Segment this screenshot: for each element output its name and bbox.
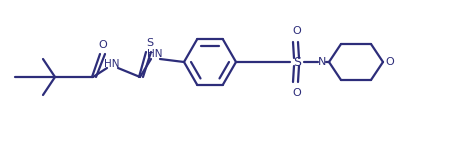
Text: HN: HN bbox=[104, 59, 120, 69]
Text: O: O bbox=[293, 88, 301, 98]
Text: O: O bbox=[386, 57, 394, 67]
Text: O: O bbox=[293, 26, 301, 36]
Text: O: O bbox=[99, 40, 107, 50]
Text: S: S bbox=[146, 38, 154, 48]
Text: S: S bbox=[293, 55, 301, 69]
Text: N: N bbox=[318, 57, 326, 67]
Text: HN: HN bbox=[147, 49, 163, 59]
